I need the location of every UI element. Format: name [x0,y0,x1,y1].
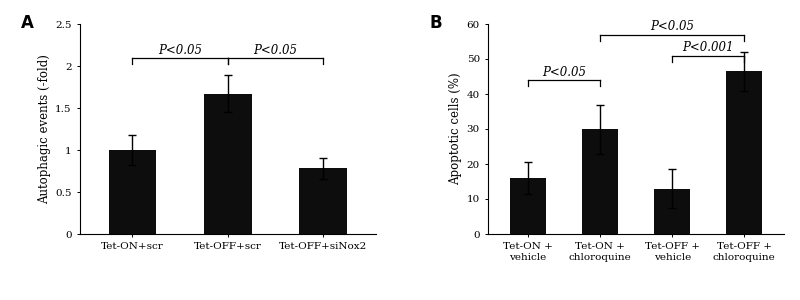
Text: B: B [429,14,442,32]
Bar [654,188,690,234]
Text: P<0.05: P<0.05 [542,66,586,79]
Text: A: A [21,14,34,32]
Bar [109,150,156,234]
Bar [582,129,618,234]
Y-axis label: Autophagic events (-fold): Autophagic events (-fold) [38,54,51,204]
Bar [726,71,762,234]
Text: P<0.05: P<0.05 [254,44,298,56]
Bar [204,94,252,234]
Text: P<0.05: P<0.05 [158,44,202,56]
Text: P<0.05: P<0.05 [650,20,694,34]
Bar [510,178,546,234]
Text: P<0.001: P<0.001 [682,41,734,55]
Bar [299,169,347,234]
Y-axis label: Apoptotic cells (%): Apoptotic cells (%) [450,73,462,185]
